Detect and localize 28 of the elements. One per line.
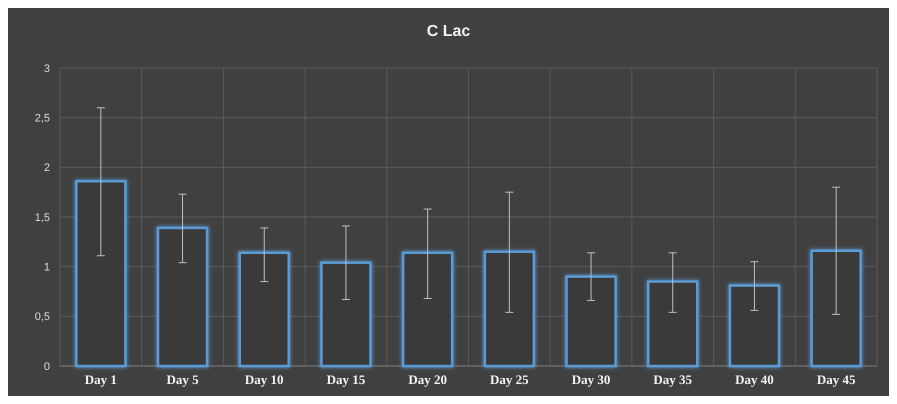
bar: [810, 250, 862, 368]
x-tick-label: Day 15: [326, 372, 366, 387]
bar: [728, 284, 780, 368]
x-tick-label: Day 5: [166, 372, 200, 387]
y-tick-label: 1,5: [34, 212, 50, 224]
x-tick-label: Day 45: [816, 372, 856, 387]
chart-title: C Lac: [426, 23, 470, 40]
bar: [484, 250, 536, 368]
y-tick-label: 2,5: [34, 112, 50, 125]
x-tick-label: Day 25: [490, 372, 530, 387]
x-tick-label: Day 20: [408, 372, 447, 387]
bar: [238, 252, 290, 368]
x-tick-label: Day 40: [735, 372, 774, 387]
y-tick-label: 2: [44, 162, 50, 174]
bar: [320, 261, 372, 368]
x-tick-label: Day 10: [244, 372, 284, 387]
x-tick-label: Day 35: [653, 372, 693, 387]
bar: [402, 252, 454, 368]
x-tick-label: Day 1: [84, 372, 117, 387]
bar: [156, 226, 208, 368]
y-tick-label: 0,5: [34, 311, 50, 324]
bar: [565, 275, 617, 368]
y-tick-label: 0: [44, 360, 50, 373]
y-tick-label: 3: [44, 62, 50, 75]
bar: [75, 180, 127, 368]
y-tick-label: 1: [44, 262, 50, 274]
x-tick-label: Day 30: [572, 372, 610, 387]
bar: [646, 280, 699, 368]
